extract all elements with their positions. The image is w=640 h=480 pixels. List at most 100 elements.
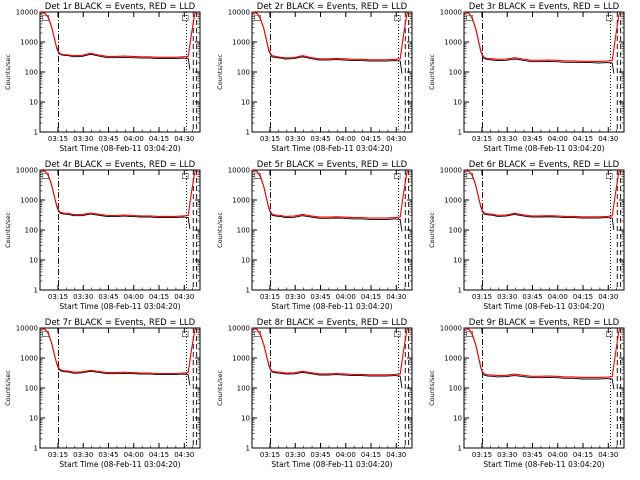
x-tick-label: 03:15 [48, 451, 68, 459]
y-tick-label: 10 [453, 257, 462, 265]
chart-panel-6: Det 6r BLACK = Events, RED = LLD Counts/s… [428, 160, 625, 311]
y-axis-label: Counts/sec [4, 54, 12, 90]
corner-mark-right: □ [182, 13, 190, 22]
x-tick-label: 03:15 [472, 135, 492, 143]
corner-mark-left: □ [42, 13, 50, 22]
x-tick-label: 04:00 [548, 293, 568, 301]
y-tick-label: 10000 [228, 167, 250, 175]
plot-frame [39, 327, 201, 449]
x-axis-label: Start Time (08-Feb-11 03:04:20) [271, 144, 392, 153]
plot-frame [251, 169, 413, 291]
y-tick-label: 1000 [20, 39, 38, 47]
x-tick-label: 04:00 [124, 293, 144, 301]
y-tick-label: 10 [29, 99, 38, 107]
y-tick-label: 100 [25, 69, 38, 77]
series-line-events [39, 11, 191, 70]
plot-frame [251, 327, 413, 449]
x-tick-label: 03:15 [260, 451, 280, 459]
chart-panel-7: Det 7r BLACK = Events, RED = LLD Counts/s… [4, 318, 201, 469]
series-line-lld [39, 169, 197, 217]
x-tick-label: 03:45 [310, 135, 330, 143]
y-tick-label: 10 [29, 257, 38, 265]
chart-title: Det 7r BLACK = Events, RED = LLD [45, 318, 196, 328]
x-tick-label: 03:15 [48, 293, 68, 301]
corner-mark-left: □ [466, 329, 474, 338]
x-axis-label: Start Time (08-Feb-11 03:04:20) [59, 302, 180, 311]
x-tick-label: 03:30 [497, 451, 517, 459]
series-line-lld [39, 327, 197, 375]
y-tick-label: 1000 [20, 197, 38, 205]
x-tick-label: 04:30 [386, 451, 406, 459]
x-tick-label: 03:45 [98, 135, 118, 143]
y-tick-label: 1 [34, 287, 38, 295]
plot-frame [251, 11, 413, 133]
chart-title: Det 6r BLACK = Events, RED = LLD [469, 160, 620, 170]
series-line-lld [251, 11, 410, 61]
x-tick-label: 03:15 [48, 135, 68, 143]
y-tick-label: 1 [246, 129, 250, 137]
y-axis-label: Counts/sec [4, 370, 12, 406]
x-axis-label: Start Time (08-Feb-11 03:04:20) [483, 460, 604, 469]
y-axis-label: Counts/sec [216, 370, 224, 406]
series-line-lld [463, 11, 622, 62]
series-line-lld [463, 327, 622, 378]
y-tick-label: 10 [453, 99, 462, 107]
x-tick-label: 03:30 [497, 293, 517, 301]
series-line-events [251, 169, 403, 232]
x-axis-label: Start Time (08-Feb-11 03:04:20) [483, 302, 604, 311]
x-axis-label: Start Time (08-Feb-11 03:04:20) [483, 144, 604, 153]
y-tick-label: 10 [241, 257, 250, 265]
y-tick-label: 10 [453, 415, 462, 423]
y-tick-label: 100 [237, 69, 250, 77]
y-tick-label: 1 [246, 287, 250, 295]
x-tick-label: 03:30 [497, 135, 517, 143]
y-axis-label: Counts/sec [4, 212, 12, 248]
series-line-lld [463, 169, 621, 218]
x-tick-label: 04:15 [573, 293, 593, 301]
y-tick-label: 1 [246, 445, 250, 453]
x-tick-label: 04:15 [361, 451, 381, 459]
x-tick-label: 04:15 [573, 135, 593, 143]
chart-panel-4: Det 4r BLACK = Events, RED = LLD Counts/s… [4, 160, 201, 311]
x-tick-label: 03:45 [98, 451, 118, 459]
x-tick-label: 04:00 [124, 451, 144, 459]
y-tick-label: 1000 [444, 197, 462, 205]
x-tick-label: 04:30 [174, 293, 194, 301]
x-tick-label: 03:45 [310, 293, 330, 301]
y-tick-label: 10 [241, 99, 250, 107]
y-tick-label: 10000 [440, 9, 462, 17]
x-tick-label: 03:45 [522, 135, 542, 143]
x-tick-label: 04:00 [548, 135, 568, 143]
series-line-events [251, 327, 403, 389]
corner-mark-left: □ [466, 171, 474, 180]
plot-frame [463, 11, 625, 133]
x-tick-label: 03:45 [98, 293, 118, 301]
y-tick-label: 1000 [232, 197, 250, 205]
x-tick-label: 03:30 [73, 293, 93, 301]
series-line-lld [251, 169, 410, 219]
x-tick-label: 03:15 [472, 293, 492, 301]
y-tick-label: 10 [241, 415, 250, 423]
x-tick-label: 04:15 [573, 451, 593, 459]
series-line-events [463, 169, 615, 231]
x-tick-label: 03:15 [260, 135, 280, 143]
y-tick-label: 100 [25, 227, 38, 235]
chart-title: Det 1r BLACK = Events, RED = LLD [45, 2, 196, 12]
series-line-lld [251, 327, 409, 376]
x-tick-label: 04:15 [149, 135, 169, 143]
y-tick-label: 1 [34, 129, 38, 137]
x-axis-label: Start Time (08-Feb-11 03:04:20) [271, 460, 392, 469]
y-tick-label: 10000 [16, 9, 38, 17]
corner-mark-left: □ [254, 171, 262, 180]
y-tick-label: 100 [449, 227, 462, 235]
series-line-events [463, 327, 615, 390]
x-axis-label: Start Time (08-Feb-11 03:04:20) [271, 302, 392, 311]
y-axis-label: Counts/sec [428, 212, 436, 248]
corner-mark-right: □ [394, 329, 402, 338]
y-tick-label: 1 [458, 129, 462, 137]
x-tick-label: 04:00 [336, 135, 356, 143]
x-tick-label: 03:45 [522, 451, 542, 459]
corner-mark-left: □ [254, 329, 262, 338]
corner-mark-left: □ [42, 329, 50, 338]
x-tick-label: 04:30 [386, 293, 406, 301]
